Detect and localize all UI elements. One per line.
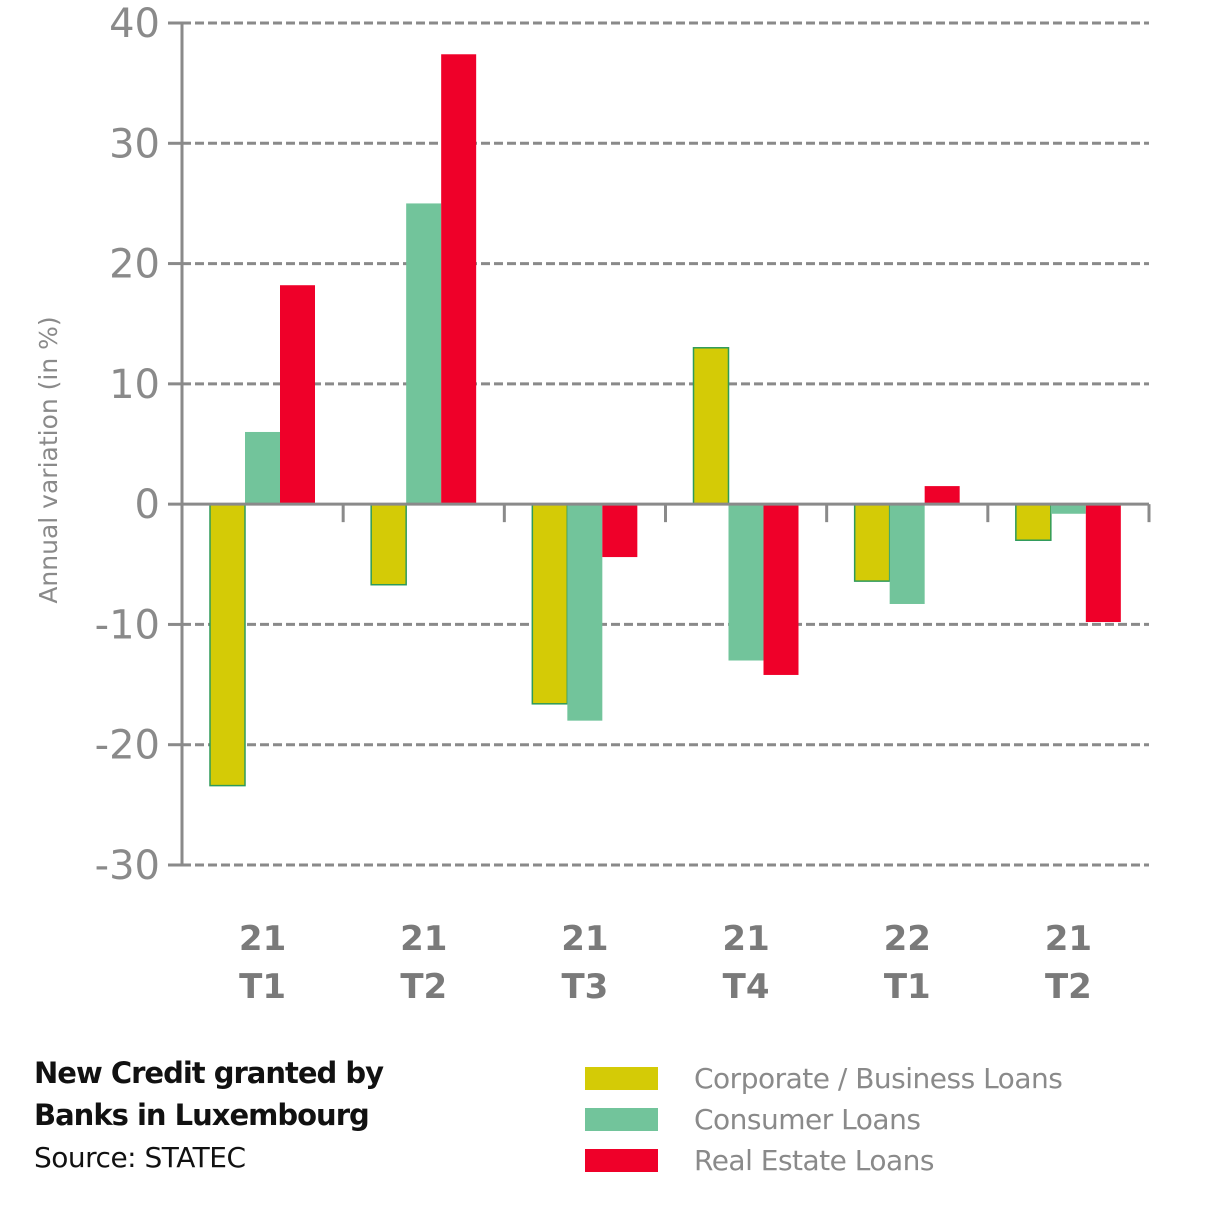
bar-real-estate-loans-2 <box>602 504 638 558</box>
bar-corporate-business-loans-5 <box>1015 503 1052 541</box>
legend-swatch-consumer <box>585 1108 658 1131</box>
legend-item-corporate: Corporate / Business Loans <box>585 1058 1063 1099</box>
bar-corporate-business-loans-0 <box>209 503 246 787</box>
bar-consumer-loans-5 <box>1050 504 1086 514</box>
bar-real-estate-loans-4 <box>924 486 960 505</box>
legend-swatch-real-estate <box>585 1149 658 1172</box>
x-tick-label-quarter: T2 <box>400 967 447 1007</box>
y-tick-label: -20 <box>95 723 160 769</box>
x-tick-labels: 21 T1 21 T2 21 T3 21 T4 22 T1 21 T2 <box>239 919 1092 1007</box>
bar-consumer-loans-3 <box>728 504 764 661</box>
x-tick-label-year: 21 <box>722 919 769 959</box>
gridlines <box>182 21 1149 867</box>
legend-label-real-estate: Real Estate Loans <box>694 1144 935 1177</box>
bar-corporate-business-loans-4 <box>853 503 891 582</box>
chart-caption: New Credit granted by Banks in Luxembour… <box>34 1052 384 1180</box>
bar-corporate-business-loans-3 <box>692 347 730 505</box>
x-tick-label-quarter: T1 <box>884 967 931 1007</box>
x-tick-label-quarter: T3 <box>561 967 608 1007</box>
legend: Corporate / Business Loans Consumer Loan… <box>585 1058 1063 1181</box>
x-tick-label-year: 21 <box>1045 919 1092 959</box>
legend-item-real-estate: Real Estate Loans <box>585 1140 1062 1181</box>
bar-corporate-business-loans-1 <box>370 503 407 586</box>
bar-real-estate-loans-0 <box>280 285 315 505</box>
chart-title-line-2: Banks in Luxembourg <box>34 1098 370 1132</box>
y-tick-label: 40 <box>109 1 160 47</box>
x-tick-label-quarter: T4 <box>723 967 770 1007</box>
bar-consumer-loans-4 <box>889 504 925 604</box>
legend-label-corporate: Corporate / Business Loans <box>694 1062 1063 1095</box>
legend-item-consumer: Consumer Loans <box>585 1099 1062 1140</box>
chart-title-line-1: New Credit granted by <box>34 1056 384 1090</box>
y-tick-label: -10 <box>95 602 160 648</box>
bar-real-estate-loans-5 <box>1085 504 1121 623</box>
x-tick-label-year: 22 <box>884 919 931 959</box>
y-tick-label: -30 <box>95 843 160 889</box>
x-tick-label-year: 21 <box>400 919 447 959</box>
y-tick-label: 20 <box>109 242 160 288</box>
bar-consumer-loans-1 <box>406 203 442 505</box>
bar-consumer-loans-2 <box>567 504 603 721</box>
y-tick-labels: 40 30 20 10 0 -10 -20 -30 <box>95 1 160 889</box>
bar-real-estate-loans-3 <box>763 504 799 675</box>
x-tick-label-year: 21 <box>239 919 286 959</box>
chart-source: Source: STATEC <box>34 1141 246 1174</box>
legend-label-consumer: Consumer Loans <box>694 1103 921 1136</box>
x-tick-label-quarter: T1 <box>239 967 286 1007</box>
bar-real-estate-loans-1 <box>441 54 477 505</box>
y-tick-label: 10 <box>109 362 160 408</box>
y-tick-label: 0 <box>135 482 160 528</box>
axes <box>168 21 1151 867</box>
bars <box>209 54 1121 787</box>
bar-corporate-business-loans-2 <box>531 503 569 705</box>
x-tick-label-year: 21 <box>561 919 608 959</box>
bar-consumer-loans-0 <box>245 431 280 505</box>
y-axis-label: Annual variation (in %) <box>34 316 63 603</box>
legend-swatch-corporate <box>585 1067 658 1090</box>
x-tick-label-quarter: T2 <box>1045 967 1092 1007</box>
y-tick-label: 30 <box>109 121 160 167</box>
